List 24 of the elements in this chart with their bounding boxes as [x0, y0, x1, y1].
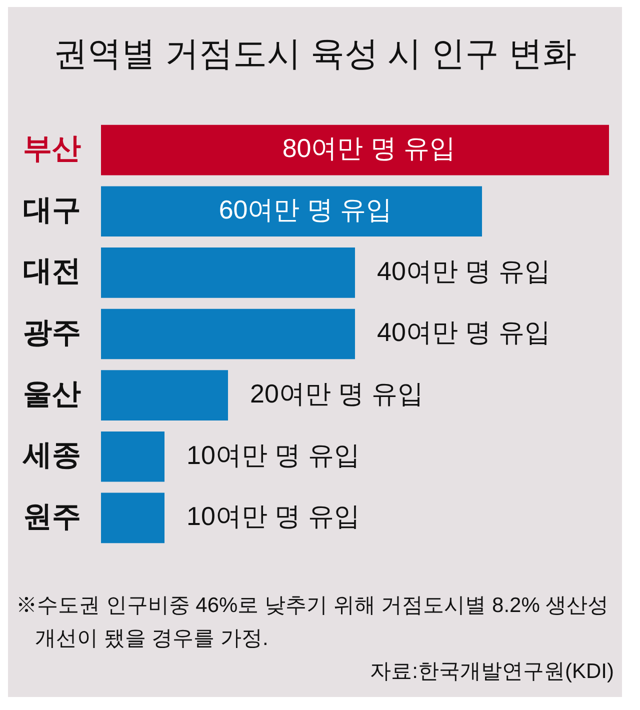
data-label: 40여만 명 유입 — [377, 256, 550, 286]
bar — [101, 492, 164, 544]
data-label: 10여만 명 유입 — [186, 440, 360, 470]
data-label: 80여만 명 유입 — [282, 133, 456, 164]
data-label: 40여만 명 유입 — [377, 317, 550, 348]
bar — [101, 248, 355, 298]
y-tick-label: 광주 — [23, 317, 81, 349]
y-tick-label: 세종 — [22, 440, 81, 472]
y-tick-label: 대전 — [23, 256, 81, 288]
bar — [101, 308, 355, 360]
y-tick-label: 부산 — [23, 133, 81, 166]
chart-title: 권역별 거점도시 육성 시 인구 변화 — [52, 34, 578, 75]
text: ※수도권 인구비중 46%로 낮추기 위해 거점도시별 8.2% 생산성 개선이 됐을 경우를 가정. — [16, 594, 609, 650]
bar — [101, 370, 228, 420]
data-label: 10여만 명 유입 — [186, 501, 360, 532]
y-tick-label: 울산 — [23, 378, 81, 410]
data-label: 60여만 명 유입 — [218, 194, 392, 225]
bar — [101, 186, 482, 237]
data-label: 20여만 명 유입 — [250, 378, 424, 408]
bar — [101, 431, 164, 482]
text: 자료:한국개발연구원(KDI) — [370, 660, 614, 683]
y-tick-label: 원주 — [23, 500, 81, 533]
y-tick-label: 대구 — [23, 194, 81, 226]
bar — [101, 124, 609, 176]
